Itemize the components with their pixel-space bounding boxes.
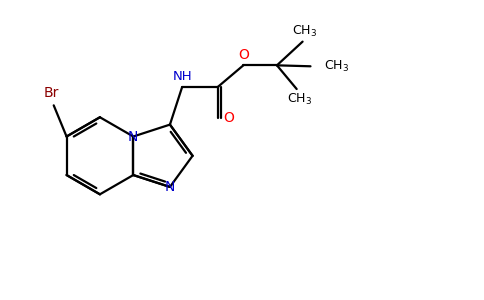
Text: O: O (223, 111, 234, 125)
Text: N: N (128, 130, 138, 143)
Text: Br: Br (44, 86, 59, 100)
Text: O: O (238, 48, 249, 62)
Text: N: N (165, 180, 175, 194)
Text: CH$_3$: CH$_3$ (287, 92, 312, 107)
Text: CH$_3$: CH$_3$ (292, 23, 318, 39)
Text: NH: NH (172, 70, 192, 83)
Text: CH$_3$: CH$_3$ (324, 59, 349, 74)
